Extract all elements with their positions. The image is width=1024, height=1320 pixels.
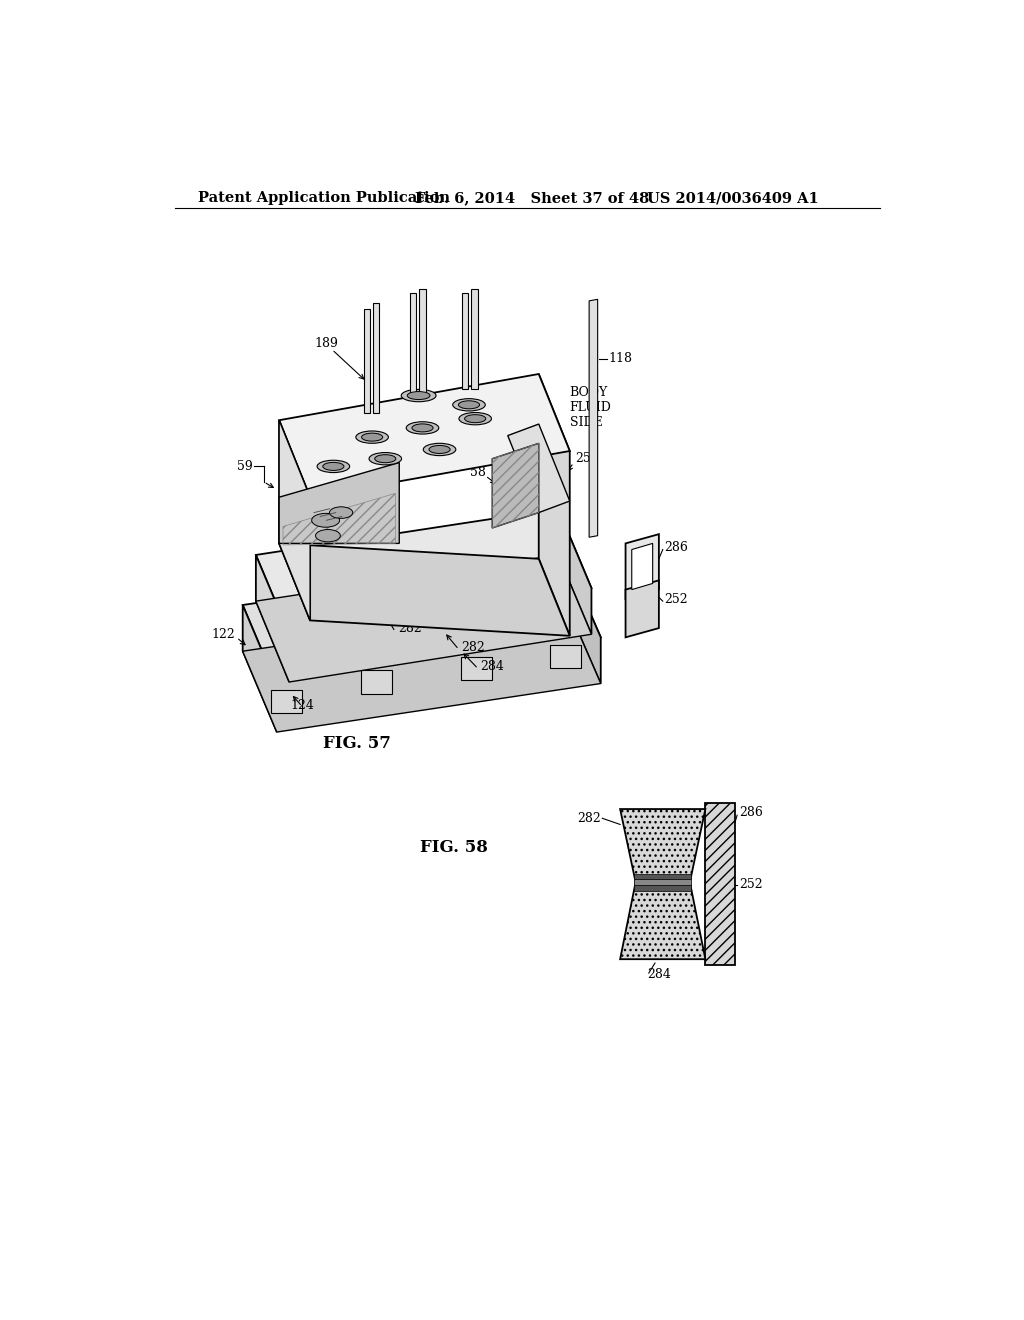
Ellipse shape <box>453 399 485 411</box>
Polygon shape <box>621 882 706 960</box>
Ellipse shape <box>459 401 479 409</box>
Polygon shape <box>256 554 592 682</box>
Polygon shape <box>634 874 691 879</box>
Polygon shape <box>364 309 370 412</box>
Polygon shape <box>243 605 276 733</box>
Polygon shape <box>280 544 569 636</box>
Ellipse shape <box>375 454 396 463</box>
Polygon shape <box>280 420 310 620</box>
Polygon shape <box>280 462 399 544</box>
Polygon shape <box>243 557 601 686</box>
Polygon shape <box>373 304 379 412</box>
Ellipse shape <box>407 422 438 434</box>
Text: 59: 59 <box>237 459 253 473</box>
Ellipse shape <box>459 413 492 425</box>
Text: 282: 282 <box>461 640 485 653</box>
Polygon shape <box>420 289 426 397</box>
Polygon shape <box>471 289 477 389</box>
Polygon shape <box>462 293 468 389</box>
Ellipse shape <box>408 392 430 400</box>
Text: 286: 286 <box>665 541 688 554</box>
Text: 186: 186 <box>455 417 479 430</box>
Polygon shape <box>589 300 598 537</box>
Ellipse shape <box>330 507 352 519</box>
Ellipse shape <box>317 461 349 473</box>
Polygon shape <box>256 508 592 635</box>
Polygon shape <box>280 374 569 498</box>
Ellipse shape <box>412 424 433 432</box>
Text: BODY
FLUID
SIDE: BODY FLUID SIDE <box>569 385 611 429</box>
Polygon shape <box>626 581 658 638</box>
Text: 118: 118 <box>608 352 633 366</box>
Text: FIG. 57: FIG. 57 <box>323 735 390 752</box>
Text: 252: 252 <box>575 453 599 465</box>
Polygon shape <box>632 544 652 590</box>
Polygon shape <box>634 886 691 891</box>
Polygon shape <box>621 809 706 882</box>
Text: US 2014/0036409 A1: US 2014/0036409 A1 <box>647 191 819 206</box>
Polygon shape <box>626 535 658 599</box>
Text: Patent Application Publication: Patent Application Publication <box>198 191 450 206</box>
Text: 282: 282 <box>397 622 422 635</box>
Text: 252: 252 <box>665 593 688 606</box>
Ellipse shape <box>356 432 388 444</box>
Polygon shape <box>550 645 582 668</box>
Polygon shape <box>508 424 569 512</box>
Ellipse shape <box>465 414 485 422</box>
Text: FIG. 58: FIG. 58 <box>420 840 487 857</box>
Ellipse shape <box>401 389 436 401</box>
Text: 59: 59 <box>452 568 468 581</box>
Polygon shape <box>558 508 592 635</box>
Text: 58: 58 <box>470 466 486 479</box>
Polygon shape <box>566 557 601 684</box>
Polygon shape <box>706 803 735 965</box>
Polygon shape <box>493 444 539 528</box>
Text: 252: 252 <box>738 878 762 891</box>
Polygon shape <box>539 374 569 636</box>
Polygon shape <box>243 603 601 733</box>
Text: 286: 286 <box>738 807 763 820</box>
Ellipse shape <box>361 433 383 441</box>
Ellipse shape <box>315 529 340 543</box>
Text: 122: 122 <box>211 628 234 640</box>
Text: 282: 282 <box>577 812 601 825</box>
Ellipse shape <box>311 513 340 527</box>
Ellipse shape <box>423 444 456 455</box>
Polygon shape <box>410 293 417 397</box>
Text: 284: 284 <box>480 660 505 673</box>
Text: Feb. 6, 2014   Sheet 37 of 48: Feb. 6, 2014 Sheet 37 of 48 <box>415 191 649 206</box>
Ellipse shape <box>323 462 344 470</box>
Polygon shape <box>634 879 691 886</box>
Polygon shape <box>280 420 310 620</box>
Polygon shape <box>461 657 493 681</box>
Text: 58: 58 <box>547 483 563 496</box>
Polygon shape <box>360 671 391 693</box>
Text: 284: 284 <box>647 968 671 981</box>
Text: 124: 124 <box>291 698 314 711</box>
Ellipse shape <box>369 453 401 465</box>
Ellipse shape <box>429 445 451 454</box>
Text: 189: 189 <box>314 337 338 350</box>
Polygon shape <box>271 689 302 713</box>
Polygon shape <box>256 554 289 682</box>
